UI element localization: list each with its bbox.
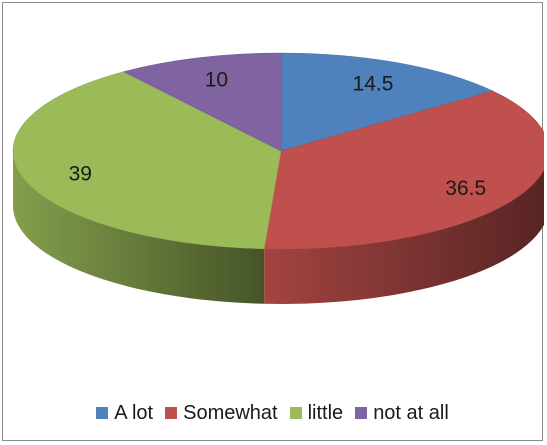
- pie-slices: [12, 52, 544, 250]
- legend-item-not-at-all: not at all: [355, 402, 449, 425]
- chart-frame: 14.5 36.5 39 10 A lot Somewhat little not a…: [2, 2, 544, 441]
- data-label-a-lot: 14.5: [353, 72, 394, 95]
- pie-side-walls: [13, 151, 544, 304]
- legend-swatch-a-lot: [96, 407, 109, 419]
- pie-slice-a-lot: [280, 52, 494, 152]
- pie-side-somewhat: [264, 169, 544, 304]
- legend-item-little: little: [289, 401, 344, 425]
- data-label-not-at-all: 10: [205, 68, 228, 91]
- pie-data-labels: 14.5 36.5 39 10: [69, 68, 487, 199]
- legend-label-not-at-all: not at all: [373, 401, 449, 424]
- legend-label-somewhat: Somewhat: [183, 401, 278, 424]
- pie-slice-somewhat: [263, 90, 544, 250]
- legend-swatch-not-at-all: [355, 407, 368, 419]
- legend-item-a-lot: A lot: [96, 402, 153, 425]
- legend: A lot Somewhat little not at all: [3, 399, 542, 427]
- legend-label-a-lot: A lot: [114, 401, 154, 424]
- data-label-little: 39: [69, 162, 92, 185]
- legend-label-little: little: [307, 401, 344, 424]
- pie-chart: 14.5 36.5 39 10: [12, 52, 544, 304]
- legend-swatch-somewhat: [165, 407, 178, 419]
- pie-slice-little: [12, 71, 282, 250]
- legend-item-somewhat: Somewhat: [165, 402, 278, 425]
- pie-slice-not-at-all: [122, 52, 282, 152]
- legend-swatch-little: [289, 407, 302, 419]
- pie-side-little: [13, 151, 265, 304]
- data-label-somewhat: 36.5: [445, 177, 486, 200]
